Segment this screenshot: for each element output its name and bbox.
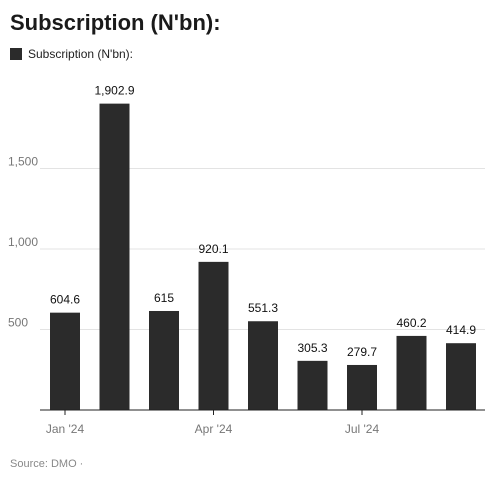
data-label: 460.2 <box>396 316 426 330</box>
data-label: 604.6 <box>50 293 80 307</box>
bar <box>446 343 476 410</box>
bar <box>50 312 80 410</box>
data-label: 551.3 <box>248 301 278 315</box>
data-label: 615 <box>154 291 174 305</box>
bar <box>297 360 328 410</box>
bars <box>50 103 476 410</box>
bar <box>99 103 130 410</box>
x-tick-label: Jan '24 <box>46 422 85 436</box>
data-label: 414.9 <box>446 323 476 337</box>
bar <box>396 335 427 410</box>
legend: Subscription (N'bn): <box>10 47 133 61</box>
data-label: 1,902.9 <box>94 84 134 98</box>
legend-swatch <box>10 48 22 60</box>
y-tick-label: 1,000 <box>8 235 38 249</box>
x-tick-label: Apr '24 <box>195 422 233 436</box>
bar <box>248 321 278 410</box>
data-label: 279.7 <box>347 345 377 359</box>
bar <box>347 364 377 410</box>
source-note: Source: DMO · <box>10 458 84 470</box>
data-labels: 604.6 1,902.9 615 920.1 551.3 305.3 279.7 460.2… <box>50 84 476 359</box>
legend-label: Subscription (N'bn): <box>28 47 133 61</box>
data-label: 305.3 <box>297 341 327 355</box>
x-tick-label: Jul '24 <box>345 422 380 436</box>
y-tick-label: 500 <box>8 316 28 330</box>
bar <box>149 310 179 410</box>
data-label: 920.1 <box>198 242 228 256</box>
axes: 500 1,000 1,500 Jan '24 Apr '24 Jul '24 <box>8 155 485 436</box>
y-tick-label: 1,500 <box>8 155 38 169</box>
chart-title: Subscription (N'bn): <box>10 10 221 35</box>
bar <box>198 261 229 410</box>
